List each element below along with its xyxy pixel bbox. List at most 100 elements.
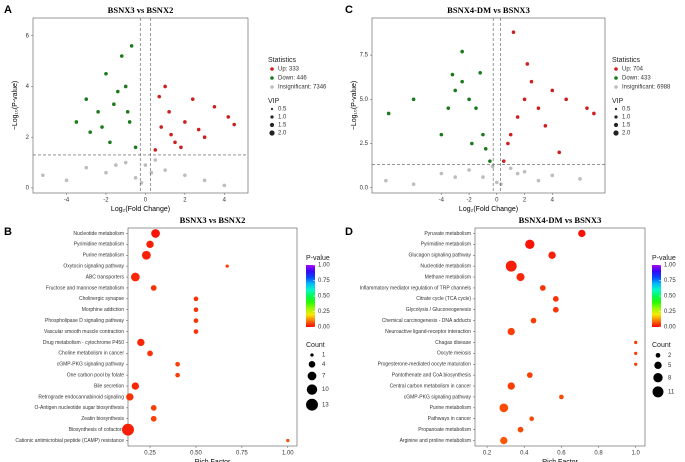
y-tick-label: Choline metabolism in cancer [58, 351, 124, 357]
x-axis-label: Log₂(Fold Change) [111, 206, 170, 213]
bubble [126, 393, 134, 401]
y-tick-label: Cholinergic synapse [79, 296, 124, 302]
size-label: 2.0 [622, 131, 631, 137]
colorbar [306, 265, 315, 327]
legend-label: Insignificant: 7346 [278, 85, 327, 91]
y-tick-label: Pathways in cancer [428, 416, 472, 422]
y-tick-label: Phospholipase D signaling pathway [45, 318, 124, 324]
point [232, 122, 236, 127]
y-tick-label: Pyrimidine metabolism [74, 242, 124, 248]
point [450, 72, 455, 77]
point [190, 97, 195, 101]
point [550, 88, 555, 93]
y-tick-label: Glycolysis / Gluconeogenesis [406, 307, 472, 313]
bubble [559, 394, 564, 400]
point [167, 110, 171, 114]
legend-label: Insignificant: 6988 [622, 85, 671, 91]
y-tick-label: Zeatin biosynthesis [81, 416, 124, 422]
y-tick-label: One carbon pool by folate [67, 372, 124, 378]
y-tick-label: O-Antigen nucleotide sugar biosynthesis [35, 405, 125, 411]
point [474, 106, 478, 110]
size-label: 8 [668, 375, 672, 381]
point [163, 84, 167, 89]
point [446, 106, 451, 110]
size-label: 10 [322, 387, 329, 393]
point [536, 106, 541, 110]
point [483, 147, 488, 151]
point [592, 111, 596, 116]
size-label: 1 [322, 353, 326, 359]
bubble [175, 361, 180, 367]
point [501, 159, 506, 163]
colorbar-label: 0.75 [664, 278, 676, 284]
legend-label: Up: 333 [278, 67, 300, 73]
y-tick-label: Neuroactive ligand-receptor interaction [385, 329, 471, 335]
size-swatch [306, 398, 318, 411]
x-tick-label: -4 [64, 198, 70, 204]
point [467, 168, 471, 172]
bubble [131, 382, 140, 390]
y-tick-label: Morphine addiction [82, 307, 124, 313]
legend-title: P-value [306, 255, 330, 262]
point [104, 170, 108, 175]
bubble [552, 306, 559, 313]
point [96, 110, 100, 114]
x-tick-label: 0.25 [144, 451, 156, 457]
point [149, 170, 154, 175]
bubble [634, 362, 638, 366]
bubble [286, 438, 290, 443]
point [411, 182, 416, 186]
point [439, 132, 444, 137]
y-tick-label: Chemical carcinogenesis - DNA adducts [382, 318, 472, 324]
y-tick-label: Nucleotide metabolism [420, 263, 471, 269]
y-tick-label: Central carbon metabolism in cancer [390, 383, 472, 389]
legend-swatch [614, 85, 618, 89]
bubble [529, 416, 535, 422]
point [125, 110, 130, 114]
size-label: 0.5 [622, 107, 631, 113]
point [64, 178, 69, 183]
y-tick-label: Inflammatory mediator regulation of TRP … [360, 285, 472, 291]
point [543, 124, 548, 128]
bubble [151, 229, 160, 238]
point [522, 97, 527, 102]
colorbar-label: 1.00 [664, 263, 676, 269]
colorbar-label: 0.50 [318, 294, 330, 300]
bubble [137, 338, 145, 347]
point [522, 169, 527, 174]
point [129, 44, 134, 48]
y-tick-label: Oxytocin signaling pathway [63, 263, 124, 269]
colorbar-label: 0.75 [318, 278, 330, 284]
y-axis-label: −Log₁₀(P-value) [351, 81, 358, 130]
size-label: 2 [668, 353, 672, 359]
point [41, 173, 45, 178]
bubble [525, 239, 535, 250]
point [515, 171, 520, 176]
size-swatch [270, 107, 274, 111]
legend-swatch [270, 85, 274, 89]
colorbar-label: 0.00 [318, 325, 330, 331]
point [202, 135, 207, 140]
size-swatch [308, 361, 316, 368]
bubble [175, 372, 180, 378]
bubble [634, 351, 638, 355]
point [536, 178, 541, 183]
legend-swatch [270, 67, 274, 71]
bubble [122, 423, 134, 436]
x-tick-label: 0.75 [236, 451, 248, 457]
size-swatch [614, 115, 618, 119]
size-label: 1.0 [278, 115, 287, 121]
y-tick-label: 2 [26, 135, 30, 141]
y-tick-label: Cationic antimicrobial peptide (CAMP) re… [15, 438, 124, 444]
x-tick-label: 1.00 [282, 451, 294, 457]
point [114, 163, 118, 167]
bubble [146, 240, 154, 249]
y-tick-label: Glucagon signaling pathway [408, 253, 471, 259]
point [153, 158, 158, 162]
x-tick-label: 2 [523, 198, 527, 204]
x-tick-label: 0 [495, 198, 499, 204]
bubble [193, 296, 199, 302]
colorbar-label: 1.00 [318, 263, 330, 269]
point [506, 141, 510, 146]
size-swatch [652, 386, 664, 398]
